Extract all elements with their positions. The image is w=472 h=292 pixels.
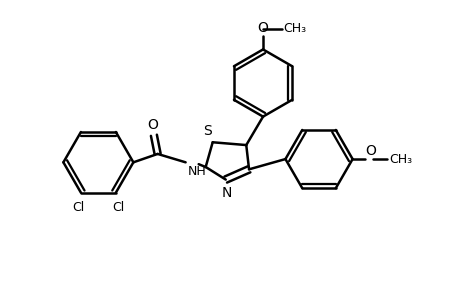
Text: S: S <box>202 124 211 138</box>
Text: O: O <box>148 118 159 132</box>
Text: Cl: Cl <box>72 201 84 214</box>
Text: O: O <box>366 144 377 158</box>
Text: NH: NH <box>187 165 206 178</box>
Text: CH₃: CH₃ <box>284 22 307 35</box>
Text: Cl: Cl <box>112 201 124 214</box>
Text: O: O <box>258 21 269 35</box>
Text: CH₃: CH₃ <box>389 152 412 166</box>
Text: N: N <box>221 186 232 200</box>
